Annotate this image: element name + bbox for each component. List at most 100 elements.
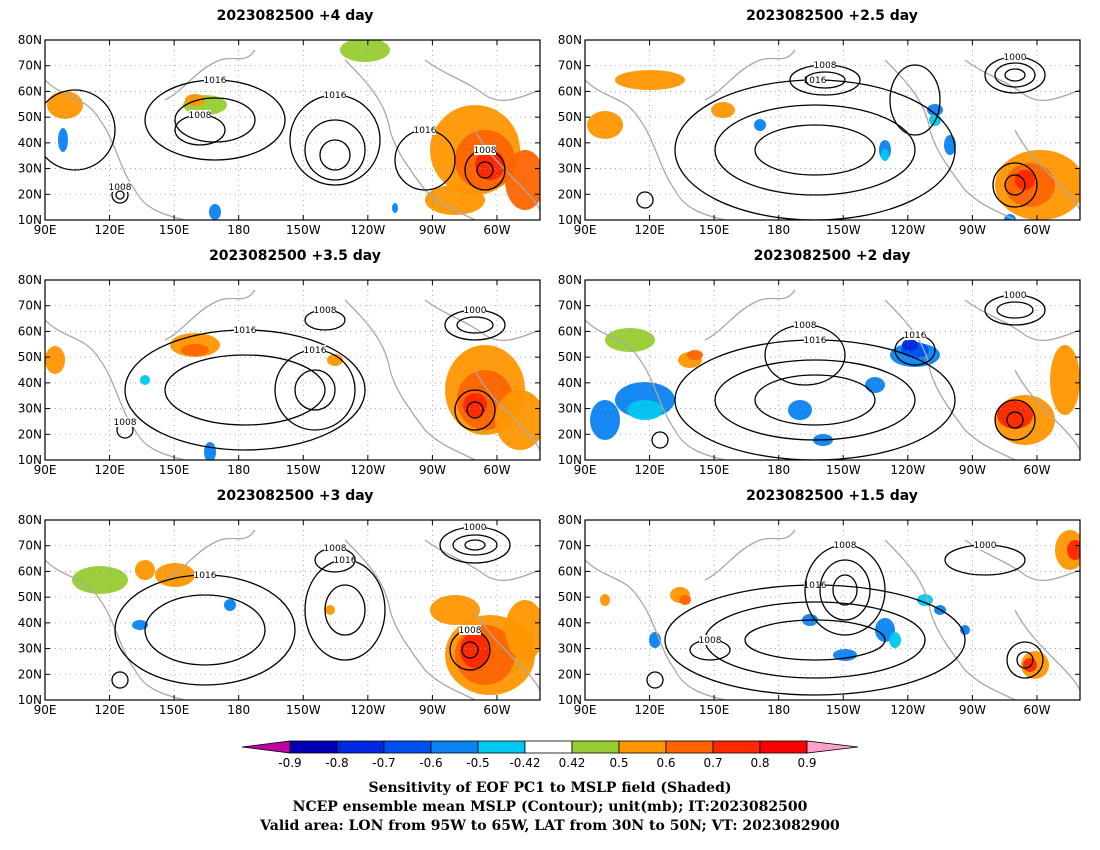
coastline [164,289,256,341]
panel-title: 2023082500 +3 day [217,488,374,504]
lat-tick-label: 10N [18,213,42,227]
lat-tick-label: 30N [18,162,42,176]
colorbar-label: -0.5 [466,756,489,770]
coastline [884,59,1016,220]
sensitivity-shading [1015,170,1035,190]
lon-tick-label: 90E [34,463,57,477]
sensitivity-shading [58,128,68,152]
contour-label: 1008 [699,636,722,646]
sensitivity-shading [865,377,885,393]
lat-tick-label: 60N [18,84,42,98]
contour-label: 1000 [1004,291,1027,301]
mslp-contour [819,559,871,621]
sensitivity-shading [475,150,505,180]
lon-tick-label: 120W [890,703,925,717]
sensitivity-shading [711,102,735,118]
colorbar-label: -0.42 [509,756,540,770]
mslp-contour [476,161,494,179]
lat-tick-label: 60N [558,564,582,578]
mslp-contour [324,584,366,636]
lon-tick-label: 90W [419,703,446,717]
lat-tick-label: 80N [18,273,42,287]
coastline [884,539,1016,700]
contour-label: 1016 [304,346,327,356]
sensitivity-shading [1067,540,1080,560]
lon-tick-label: 60W [1023,703,1050,717]
lon-tick-label: 120W [350,463,385,477]
contour-label: 1008 [114,418,137,428]
lon-tick-label: 180 [227,463,250,477]
lat-tick-label: 40N [558,136,582,150]
lat-tick-label: 20N [18,187,42,201]
colorbar-swatch [289,740,338,754]
sensitivity-shading [627,400,663,420]
colorbar-label: 0.8 [750,756,769,770]
coastline [585,559,726,700]
lon-tick-label: 150W [826,223,861,237]
lon-tick-label: 90W [959,703,986,717]
mslp-contour [464,539,486,551]
coastline [45,319,186,460]
colorbar-label: 0.5 [609,756,628,770]
lat-tick-label: 80N [558,513,582,527]
mslp-contour [466,401,484,419]
lon-tick-label: 120W [890,223,925,237]
colorbar-swatch [712,740,761,754]
lat-tick-label: 60N [18,324,42,338]
contour-label: 1016 [804,76,827,86]
mslp-contour [1004,68,1026,82]
coastline [884,299,1016,460]
lat-tick-label: 50N [558,110,582,124]
sensitivity-shading [833,649,857,661]
sensitivity-shading [209,204,221,220]
mslp-contour [461,641,479,659]
contour-label: 1008 [814,61,837,71]
map-panel: 2023082500 +1.5 day 1016 1008 1000 1008 80N 70… [558,488,1081,717]
lat-tick-label: 30N [558,162,582,176]
sensitivity-shading [902,339,918,351]
lon-tick-label: 150E [159,223,190,237]
lon-tick-label: 60W [483,223,510,237]
lon-tick-label: 150E [159,703,190,717]
sensitivity-shading [463,393,487,417]
mslp-contour [714,104,916,196]
contour-label: 1000 [1004,53,1027,63]
sensitivity-shading [505,150,540,210]
lat-tick-label: 70N [558,539,582,553]
coastline [344,299,476,460]
panel-frame [44,519,541,701]
lat-tick-label: 20N [18,667,42,681]
colorbar-label: 0.6 [656,756,675,770]
lat-tick-label: 50N [18,590,42,604]
contour-label: 1016 [194,571,217,581]
mslp-contour [996,301,1034,319]
sensitivity-shading [679,595,691,605]
lon-tick-label: 90W [419,223,446,237]
lon-tick-label: 150E [699,223,730,237]
lon-tick-label: 150W [826,703,861,717]
lon-tick-label: 150E [159,463,190,477]
sensitivity-shading [392,203,398,213]
coastline [344,539,476,700]
lon-tick-label: 120E [94,223,125,237]
lon-tick-label: 90E [34,703,57,717]
sensitivity-shading [997,401,1033,429]
mslp-contour [454,389,496,431]
colorbar-swatch [336,740,385,754]
lon-tick-label: 90E [574,223,597,237]
colorbar-swatch [524,740,573,754]
mslp-contour [1004,174,1026,196]
panel-title: 2023082500 +2 day [754,248,911,264]
colorbar-max-arrow [806,740,859,754]
lon-tick-label: 150E [699,463,730,477]
sensitivity-shading [881,149,889,161]
sensitivity-shading [889,632,901,648]
colorbar-swatch [430,740,479,754]
panel-frame [44,39,541,221]
coastline [964,539,1080,582]
lon-tick-label: 120E [94,703,125,717]
lon-tick-label: 90W [959,223,986,237]
sensitivity-shading [340,40,390,62]
lat-tick-label: 10N [18,693,42,707]
coastline [424,59,540,102]
